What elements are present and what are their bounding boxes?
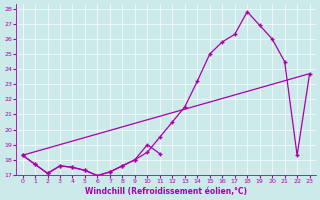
X-axis label: Windchill (Refroidissement éolien,°C): Windchill (Refroidissement éolien,°C): [85, 187, 247, 196]
